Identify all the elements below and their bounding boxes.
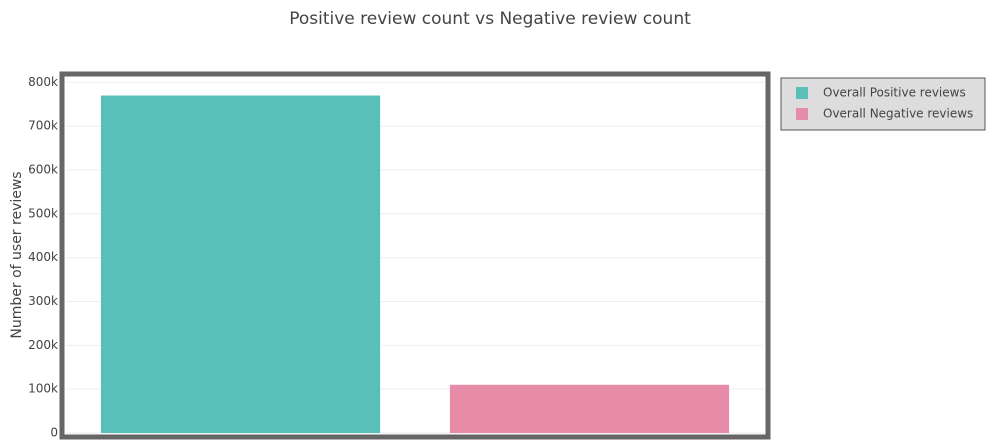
y-tick-label: 200k	[28, 338, 58, 352]
y-tick-label: 800k	[28, 75, 58, 89]
y-tick-label: 400k	[28, 250, 58, 264]
legend-swatch	[796, 87, 808, 99]
y-tick-label: 100k	[28, 382, 58, 396]
chart-title: Positive review count vs Negative review…	[289, 9, 691, 29]
bar	[449, 384, 730, 433]
plot-border	[59, 71, 771, 440]
legend-label: Overall Positive reviews	[823, 86, 966, 100]
y-tick-label: 0	[50, 426, 58, 440]
y-tick-label: 300k	[28, 294, 58, 308]
y-tick-label: 600k	[28, 163, 58, 177]
y-tick-label: 500k	[28, 206, 58, 220]
legend-label: Overall Negative reviews	[823, 107, 973, 121]
legend-box	[780, 77, 986, 131]
bar	[100, 95, 381, 434]
y-axis-label: Number of user reviews	[9, 171, 25, 338]
legend-swatch	[796, 108, 808, 120]
y-tick-label: 700k	[28, 119, 58, 133]
